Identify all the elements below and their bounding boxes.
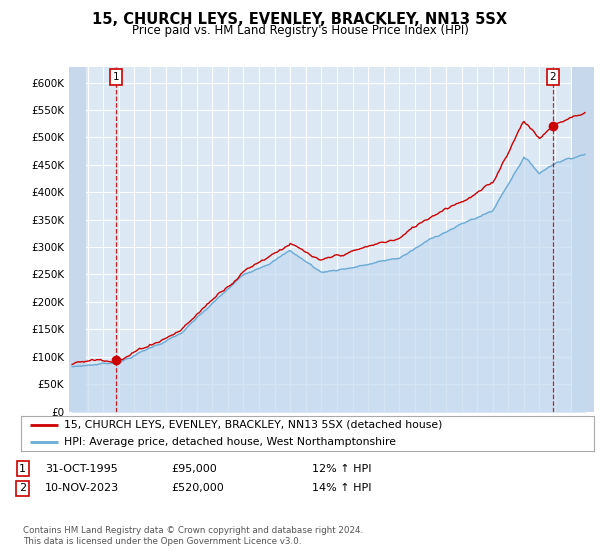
Text: HPI: Average price, detached house, West Northamptonshire: HPI: Average price, detached house, West… bbox=[64, 437, 396, 447]
Text: 14% ↑ HPI: 14% ↑ HPI bbox=[312, 483, 371, 493]
Text: 15, CHURCH LEYS, EVENLEY, BRACKLEY, NN13 5SX: 15, CHURCH LEYS, EVENLEY, BRACKLEY, NN13… bbox=[92, 12, 508, 27]
Text: 10-NOV-2023: 10-NOV-2023 bbox=[45, 483, 119, 493]
Text: 31-OCT-1995: 31-OCT-1995 bbox=[45, 464, 118, 474]
Text: 2: 2 bbox=[19, 483, 26, 493]
Text: 1: 1 bbox=[19, 464, 26, 474]
Text: £95,000: £95,000 bbox=[171, 464, 217, 474]
Text: 2: 2 bbox=[550, 72, 556, 82]
Text: 15, CHURCH LEYS, EVENLEY, BRACKLEY, NN13 5SX (detached house): 15, CHURCH LEYS, EVENLEY, BRACKLEY, NN13… bbox=[64, 419, 442, 430]
Bar bbox=[69, 67, 86, 412]
Text: 12% ↑ HPI: 12% ↑ HPI bbox=[312, 464, 371, 474]
Text: This data is licensed under the Open Government Licence v3.0.: This data is licensed under the Open Gov… bbox=[23, 538, 301, 547]
Text: 1: 1 bbox=[113, 72, 119, 82]
Text: £520,000: £520,000 bbox=[171, 483, 224, 493]
Text: Price paid vs. HM Land Registry's House Price Index (HPI): Price paid vs. HM Land Registry's House … bbox=[131, 24, 469, 37]
Text: Contains HM Land Registry data © Crown copyright and database right 2024.: Contains HM Land Registry data © Crown c… bbox=[23, 526, 363, 535]
Bar bbox=[572, 67, 594, 412]
